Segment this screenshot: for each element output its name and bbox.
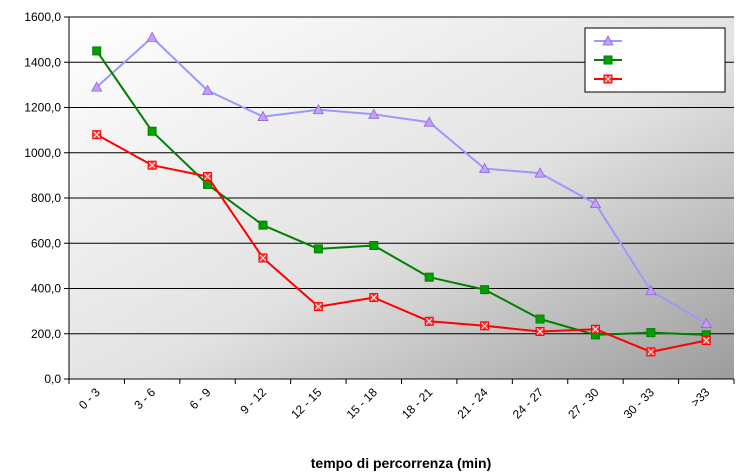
series-1-point	[700, 317, 712, 328]
series-3-point-cross	[148, 161, 156, 169]
x-tick-label: 12 - 15	[288, 385, 325, 422]
series-3	[92, 130, 711, 357]
x-tick-label: 15 - 18	[344, 385, 381, 422]
series-1-point	[645, 284, 657, 296]
series-3-point	[701, 336, 711, 346]
series-3-point-cross	[481, 322, 488, 330]
series-2-point	[646, 328, 656, 338]
series-2-point	[147, 126, 157, 136]
y-tick-label: 400,0	[31, 282, 61, 296]
series-1	[91, 31, 712, 328]
series-2-point	[369, 241, 379, 251]
series-3-point-cross	[536, 328, 544, 335]
series-1-point	[201, 84, 214, 95]
series-1-point	[478, 162, 491, 173]
x-tick-label: 30 - 33	[621, 385, 658, 422]
series-1-point	[91, 81, 103, 92]
series-1-point	[534, 167, 546, 178]
series-1-point	[423, 116, 435, 127]
series-2-point	[313, 244, 323, 254]
legend-marker-2	[603, 55, 613, 65]
series-3-point-cross	[592, 325, 599, 333]
series-3-point-cross	[259, 254, 267, 262]
series-2-point	[424, 272, 434, 282]
x-tick-label: 27 - 30	[565, 385, 602, 422]
y-axis-ticks: 0,0 200,0 400,0 600,0 800,0 1000,0 1200,0 1400,…	[24, 10, 69, 386]
series-3-point	[480, 321, 490, 331]
series-3-point-cross	[315, 303, 322, 310]
y-tick-label: 600,0	[31, 236, 61, 250]
series-3-point-cross	[204, 173, 211, 180]
series-1-point	[589, 197, 602, 209]
x-axis-label: tempo di percorrenza (min)	[311, 455, 491, 471]
series-3-point-cross	[370, 294, 378, 301]
series-3-point-cross	[425, 317, 433, 325]
x-tick-label: >33	[688, 385, 713, 410]
y-tick-label: 1400,0	[24, 55, 61, 69]
series-2-point	[92, 46, 102, 56]
series-3-point-cross	[647, 348, 655, 356]
series-3-line	[96, 133, 707, 353]
series-2-point	[535, 314, 545, 324]
series-1-line	[96, 36, 707, 325]
x-tick-label: 6 - 9	[187, 385, 214, 412]
legend-marker-3	[603, 74, 613, 84]
legend	[584, 27, 726, 93]
y-tick-label: 0,0	[44, 372, 61, 386]
legend-marker-1	[602, 35, 614, 46]
series-1-point	[257, 110, 269, 121]
series-2-point	[480, 285, 490, 295]
series-1-point	[146, 31, 158, 42]
x-tick-label: 21 - 24	[454, 385, 491, 422]
series-3-point	[424, 316, 434, 326]
series-3-point	[203, 172, 213, 182]
series-3-point	[92, 130, 102, 140]
y-tick-label: 1200,0	[24, 101, 61, 115]
y-tick-label: 200,0	[31, 327, 61, 341]
y-tick-label: 800,0	[31, 191, 61, 205]
series-1-point	[368, 108, 380, 119]
legend-marker-3-cross	[604, 75, 612, 83]
x-tick-label: 24 - 27	[510, 385, 547, 422]
y-tick-label: 1000,0	[24, 146, 61, 160]
series-3-point	[369, 293, 379, 303]
series-2-point	[258, 220, 268, 230]
x-tick-label: 9 - 12	[237, 385, 269, 417]
x-tick-label: 3 - 6	[131, 385, 158, 412]
series-3-point	[258, 253, 268, 263]
y-tick-label: 1600,0	[24, 10, 61, 24]
series-3-point	[646, 347, 656, 357]
x-tick-label: 18 - 21	[399, 385, 436, 422]
series-3-point-cross	[93, 131, 101, 139]
series-3-point	[313, 302, 323, 312]
series-3-point-cross	[702, 337, 710, 344]
series-layer	[91, 31, 712, 357]
x-axis-ticks: 0 - 3 3 - 6 6 - 9 9 - 12 12 - 15 15 - 18 18 - …	[68, 379, 735, 422]
series-3-point	[590, 324, 600, 334]
series-1-point	[312, 103, 325, 115]
series-3-point	[147, 160, 157, 170]
x-tick-label: 0 - 3	[76, 385, 103, 412]
series-3-point	[535, 326, 545, 336]
